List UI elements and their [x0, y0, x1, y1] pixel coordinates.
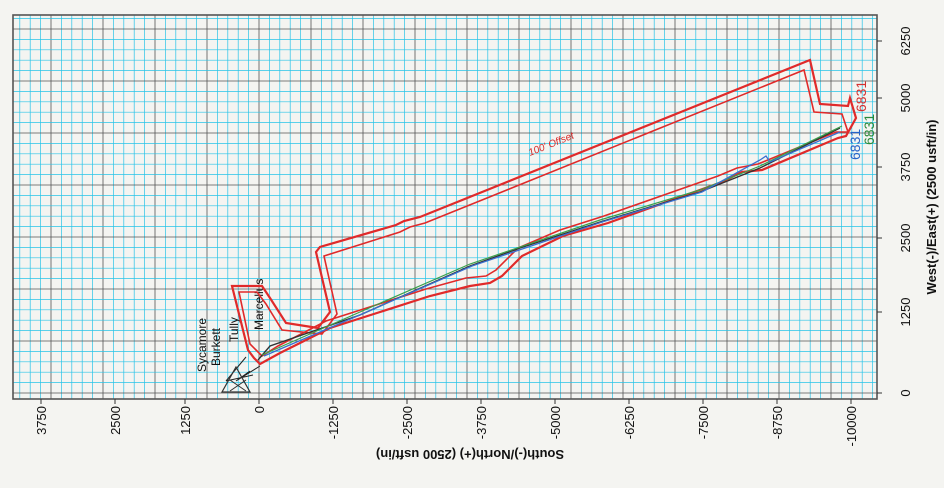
y-tick-label: 6250 — [898, 27, 913, 56]
x-tick-label: 2500 — [108, 406, 123, 435]
y-tick-label: 2500 — [898, 224, 913, 253]
x-tick-label: -10000 — [844, 406, 859, 446]
y-tick-label: 1250 — [898, 298, 913, 327]
formation-label-burkett: Burkett — [209, 327, 223, 366]
x-tick-label: -8750 — [770, 406, 785, 439]
x-tick-label: -2500 — [400, 406, 415, 439]
x-tick-label: 1250 — [178, 406, 193, 435]
well-label-green: 6831 — [861, 114, 877, 145]
surface-location-marker — [220, 365, 252, 393]
y-tick-label: 0 — [898, 389, 913, 396]
y-tick-label: 3750 — [898, 153, 913, 182]
x-tick-label: 3750 — [34, 406, 49, 435]
y-axis-title: West(-)/East(+) (2500 usft/in) — [924, 120, 939, 295]
well-label-red: 6831 — [853, 81, 869, 112]
well-path-dark — [257, 127, 841, 361]
x-tick-label: -5000 — [548, 406, 563, 439]
formation-label-sycamore: Sycamore — [195, 318, 209, 372]
x-axis-title: South(-)/North(+) (2500 usft/in) — [376, 447, 564, 462]
offset-inner-line — [238, 68, 850, 358]
x-tick-label: -6250 — [622, 406, 637, 439]
x-tick-label: -7500 — [696, 406, 711, 439]
axes: 3750 2500 1250 0 -1250 -2500 -3750 -5000 -6250 -7… — [34, 27, 913, 447]
well-label-blue: 6831 — [847, 129, 863, 160]
x-tick-label: 0 — [252, 406, 267, 413]
well-path-green — [261, 125, 843, 356]
formation-label-tully: Tully — [227, 317, 241, 342]
formation-leader-lines — [225, 356, 261, 382]
x-tick-label: -1250 — [326, 406, 341, 439]
surface-cross-icon — [229, 379, 247, 392]
x-tick-label: -3750 — [474, 406, 489, 439]
well-path-blue — [263, 131, 841, 357]
offset-outer-line — [230, 58, 858, 366]
well-paths: 6831 6831 6831 — [257, 81, 877, 361]
plot-frame — [12, 14, 878, 400]
y-tick-label: 5000 — [898, 84, 913, 113]
